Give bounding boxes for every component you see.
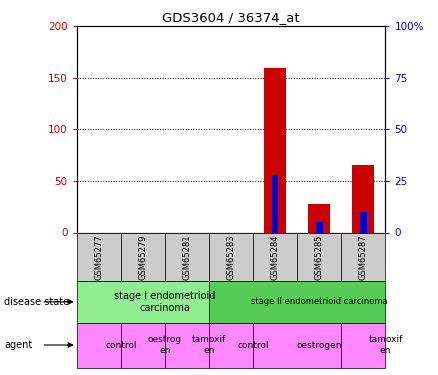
Text: tamoxif
en: tamoxif en <box>192 335 226 355</box>
Bar <box>165 232 209 281</box>
Text: stage I endometrioid
carcinoma: stage I endometrioid carcinoma <box>114 291 215 313</box>
Bar <box>209 281 385 322</box>
Text: GSM65281: GSM65281 <box>183 234 191 280</box>
Bar <box>316 222 322 232</box>
Bar <box>165 322 209 368</box>
Title: GDS3604 / 36374_at: GDS3604 / 36374_at <box>162 11 300 24</box>
Text: GSM65279: GSM65279 <box>138 234 147 280</box>
Bar <box>352 165 374 232</box>
Bar <box>77 322 121 368</box>
Bar <box>341 232 385 281</box>
Text: GSM65284: GSM65284 <box>271 234 279 280</box>
Bar <box>308 204 330 232</box>
Text: GSM65285: GSM65285 <box>315 234 324 280</box>
Bar <box>297 232 341 281</box>
Bar <box>272 175 279 232</box>
Bar <box>77 281 209 322</box>
Text: control: control <box>237 340 269 350</box>
Bar <box>360 212 367 232</box>
Bar <box>209 322 253 368</box>
Bar <box>121 232 165 281</box>
Text: tamoxif
en: tamoxif en <box>368 335 403 355</box>
Text: GSM65283: GSM65283 <box>226 234 236 280</box>
Bar <box>264 68 286 232</box>
Text: disease state: disease state <box>4 297 70 307</box>
Text: oestrog
en: oestrog en <box>148 335 182 355</box>
Bar <box>77 232 121 281</box>
Bar <box>209 232 253 281</box>
Text: stage II endometrioid carcinoma: stage II endometrioid carcinoma <box>251 297 388 306</box>
Text: GSM65277: GSM65277 <box>94 234 103 280</box>
Text: control: control <box>105 340 137 350</box>
Bar <box>341 322 385 368</box>
Bar <box>121 322 165 368</box>
Text: oestrogen: oestrogen <box>297 340 342 350</box>
Bar <box>253 232 297 281</box>
Bar <box>253 322 341 368</box>
Text: agent: agent <box>4 340 32 350</box>
Text: GSM65287: GSM65287 <box>359 234 368 280</box>
